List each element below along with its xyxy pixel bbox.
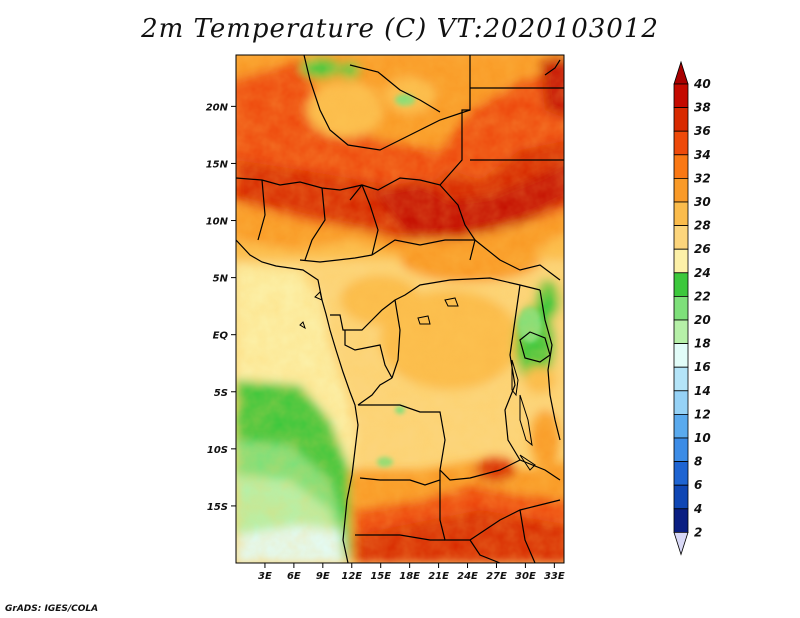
colorbar-label: 26 <box>694 242 711 256</box>
lon-tick-label: 24E <box>457 571 478 582</box>
colorbar-swatch <box>673 319 689 345</box>
lon-tick-label: 18E <box>399 571 420 582</box>
colorbar-label: 32 <box>694 171 711 185</box>
lat-tick-label: 15S <box>207 502 228 513</box>
colorbar-label: 22 <box>694 289 711 303</box>
lon-tick-label: 9E <box>316 571 330 582</box>
colorbar-label: 12 <box>694 407 711 421</box>
colorbar-top-arrow <box>673 60 689 85</box>
colorbar-swatch <box>673 154 689 179</box>
lat-tick-label: 10N <box>206 217 229 228</box>
colorbar-swatch <box>673 343 689 368</box>
lon-tick-label: 21E <box>428 571 449 582</box>
colorbar-swatch <box>673 295 689 321</box>
colorbar-swatch <box>673 107 689 132</box>
lon-tick-label: 30E <box>515 571 536 582</box>
colorbar-label: 28 <box>694 219 711 233</box>
colorbar-swatch <box>673 484 689 510</box>
lon-tick-label: 27E <box>486 571 507 582</box>
colorbar-swatch <box>673 461 689 486</box>
lon-tick-label: 6E <box>287 571 301 582</box>
colorbar-label: 4 <box>693 502 702 516</box>
colorbar-label: 2 <box>694 525 702 539</box>
political-borders <box>236 55 564 563</box>
lat-tick-label: 5N <box>213 274 229 285</box>
lon-tick-label: 3E <box>258 571 272 582</box>
colorbar-label: 24 <box>694 266 711 280</box>
colorbar: 40 38 36 34 32 30 28 26 24 22 20 18 16 14 12 10 8 6 4 2 <box>673 60 711 556</box>
colorbar-swatch <box>673 83 689 109</box>
colorbar-label: 10 <box>694 431 711 445</box>
lon-tick-label: 15E <box>370 571 391 582</box>
plot-frame <box>235 54 565 564</box>
colorbar-label: 18 <box>694 337 711 351</box>
colorbar-swatch <box>673 390 689 415</box>
colorbar-label: 38 <box>694 101 711 115</box>
credit-footer: GrADS: IGES/COLA <box>5 604 99 614</box>
temperature-field <box>236 55 564 563</box>
colorbar-label: 34 <box>694 148 711 162</box>
colorbar-swatch <box>673 177 689 203</box>
colorbar-swatch <box>673 225 689 250</box>
colorbar-label: 40 <box>693 77 711 91</box>
colorbar-swatch <box>673 201 689 227</box>
colorbar-label: 30 <box>694 195 711 209</box>
lat-tick-label: 15N <box>206 159 229 170</box>
map-axes: 3E 6E 9E 12E 15E 18E 21E 24E 27E 30E 33E 20N 15N 10N 5… <box>206 102 565 582</box>
colorbar-label: 6 <box>694 478 702 492</box>
colorbar-swatch <box>673 413 689 439</box>
colorbar-label: 14 <box>694 384 711 398</box>
colorbar-swatch <box>673 508 689 533</box>
colorbar-swatch <box>673 366 689 392</box>
lat-tick-label: EQ <box>213 331 229 342</box>
lon-tick-label: 12E <box>341 571 362 582</box>
colorbar-label: 8 <box>694 455 702 469</box>
colorbar-label: 36 <box>694 124 711 138</box>
colorbar-bottom-arrow <box>673 532 689 556</box>
lat-tick-label: 20N <box>206 102 229 113</box>
lon-tick-label: 33E <box>544 571 565 582</box>
colorbar-swatch <box>673 437 689 463</box>
colorbar-label: 20 <box>694 313 711 327</box>
map-title: 2m Temperature (C) VT:2020103012 <box>141 14 659 44</box>
colorbar-swatch <box>673 130 689 156</box>
lat-tick-label: 5S <box>214 388 228 399</box>
lat-tick-label: 10S <box>207 445 228 456</box>
colorbar-swatch <box>673 248 689 274</box>
colorbar-label: 16 <box>694 360 711 374</box>
colorbar-swatch <box>673 272 689 297</box>
